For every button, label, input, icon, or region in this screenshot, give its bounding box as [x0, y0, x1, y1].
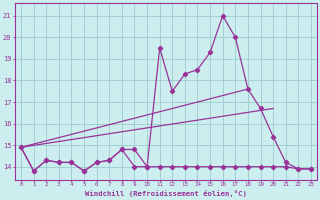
X-axis label: Windchill (Refroidissement éolien,°C): Windchill (Refroidissement éolien,°C) [85, 190, 247, 197]
